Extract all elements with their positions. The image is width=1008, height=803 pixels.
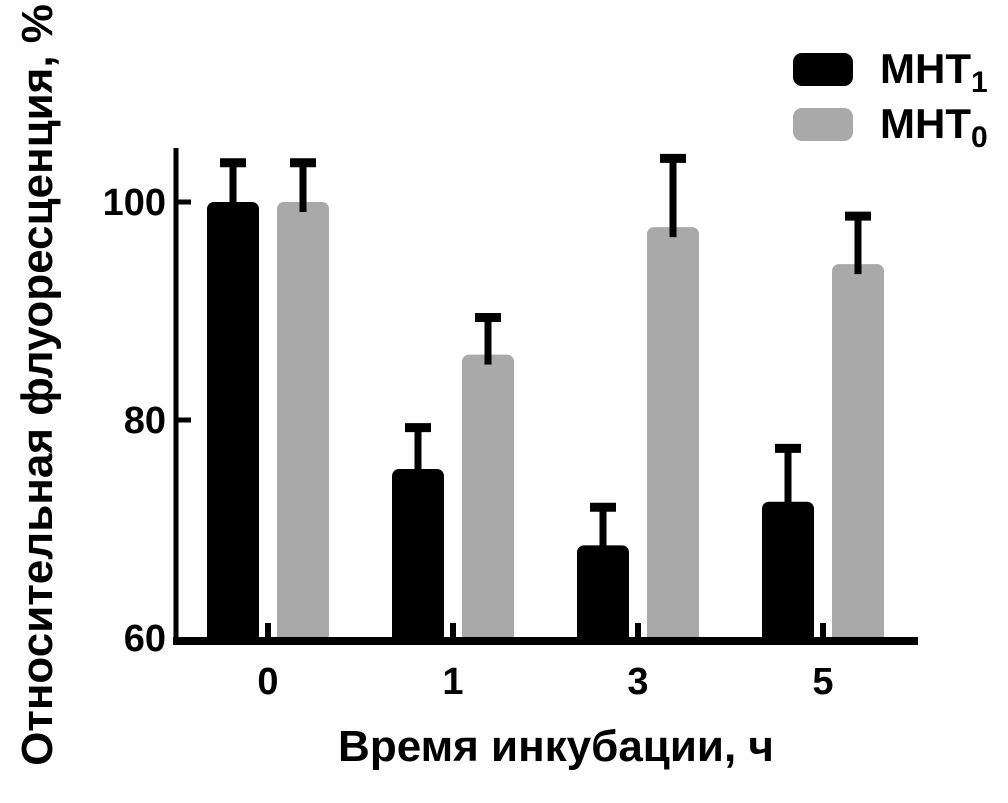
legend-label-mnt1-base: МНТ <box>880 45 971 92</box>
bar-МНТ0-t5 <box>832 264 884 644</box>
legend-item-mnt1: МНТ1 <box>793 48 988 98</box>
x-tick-label-1: 1 <box>442 661 463 703</box>
bar-МНТ1-t0 <box>207 202 259 644</box>
bar-МНТ1-t1 <box>392 469 444 644</box>
y-tick-label-80: 80 <box>124 400 166 442</box>
legend: МНТ1 МНТ0 <box>793 48 988 153</box>
x-tick-label-0: 0 <box>257 661 278 703</box>
bar-МНТ0-t1 <box>462 354 514 644</box>
x-tick-label-5: 5 <box>812 661 833 703</box>
legend-label-mnt1-subscript: 1 <box>970 66 988 99</box>
bar-МНТ0-t0 <box>277 202 329 644</box>
legend-label-mnt1: МНТ1 <box>880 45 988 98</box>
bar-МНТ0-t3 <box>647 227 699 644</box>
legend-label-mnt0-base: МНТ <box>880 100 971 147</box>
legend-item-mnt0: МНТ0 <box>793 103 988 153</box>
legend-swatch-mnt1 <box>793 52 853 86</box>
x-tick-label-3: 3 <box>627 661 648 703</box>
x-axis-title: Время инкубации, ч <box>338 722 774 771</box>
y-tick-label-100: 100 <box>103 182 166 224</box>
y-tick-label-60: 60 <box>124 618 166 660</box>
legend-label-mnt0-subscript: 0 <box>970 121 988 154</box>
legend-swatch-mnt0 <box>793 107 853 141</box>
legend-label-mnt0: МНТ0 <box>880 100 988 153</box>
bar-МНТ1-t5 <box>762 501 814 644</box>
bar-МНТ1-t3 <box>577 545 629 644</box>
